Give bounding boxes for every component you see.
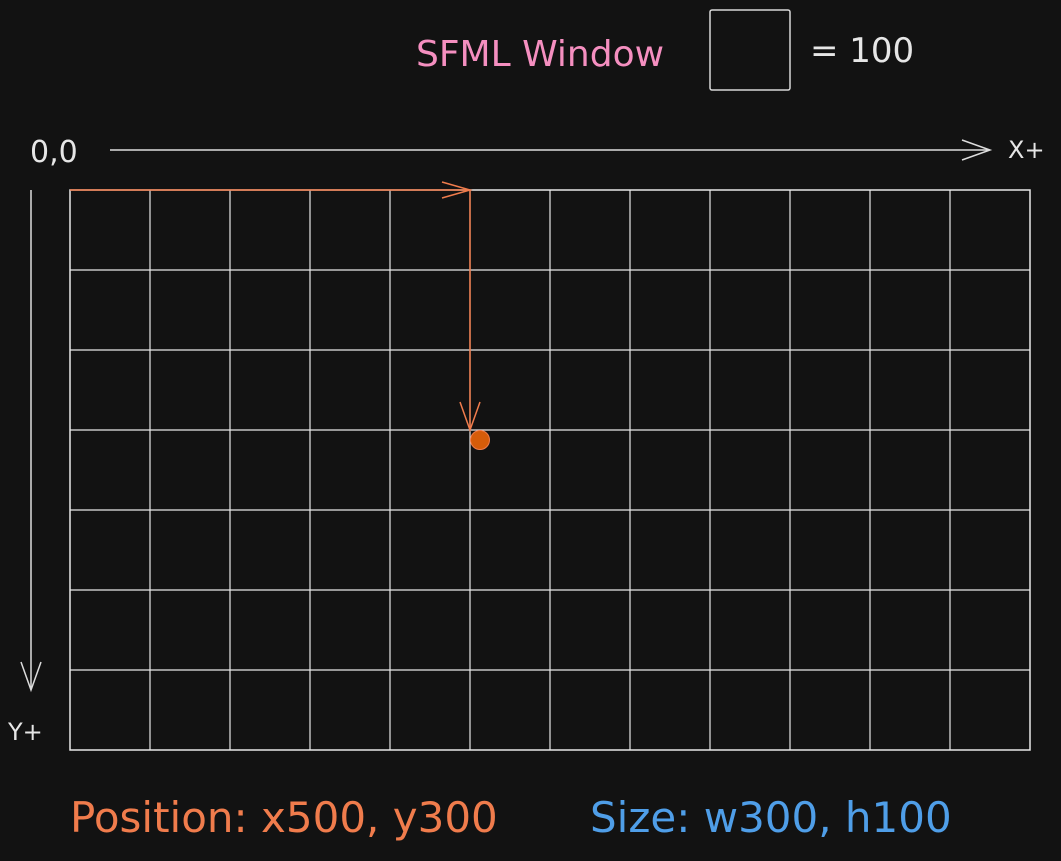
scale-legend-label: = 100 [810,31,914,71]
origin-label: 0,0 [30,135,78,170]
window-grid [69,189,1031,751]
position-point [470,430,490,450]
position-path [70,181,481,433]
scale-legend-square [709,9,791,91]
y-axis-arrow [20,190,42,693]
x-axis-arrow [110,139,993,161]
y-axis-label: Y+ [7,718,43,746]
x-axis-label: X+ [1008,136,1045,164]
position-label: Position: x500, y300 [70,793,498,842]
size-label: Size: w300, h100 [590,793,952,842]
y-offset-arrowhead [459,401,481,433]
window-title: SFML Window [416,34,664,75]
